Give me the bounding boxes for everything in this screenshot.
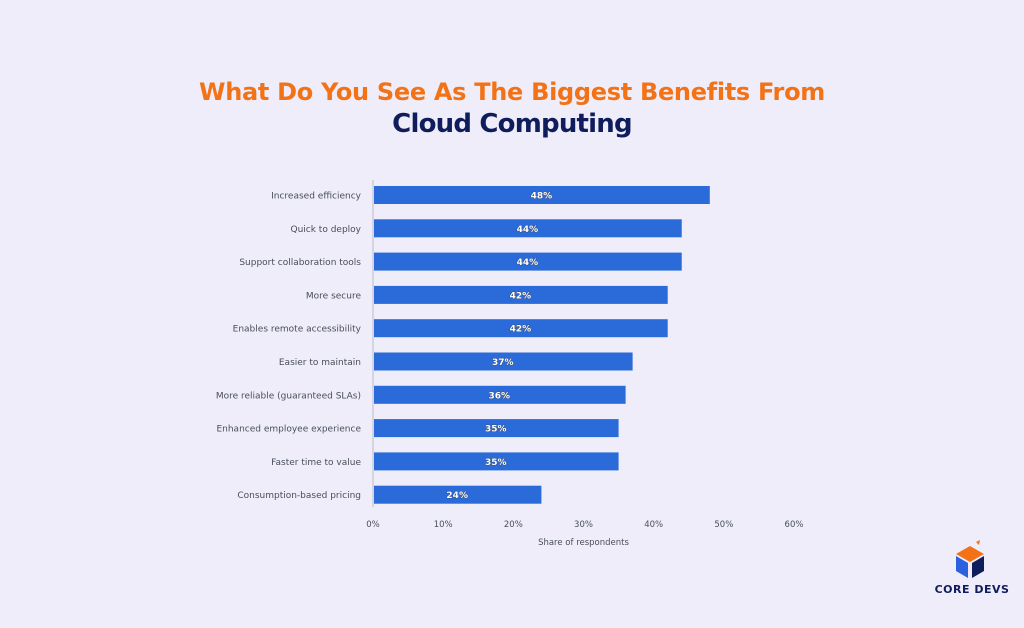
bar [374,485,542,504]
x-tick-label: 60% [785,520,804,530]
bar [374,419,619,438]
bar [374,385,626,404]
data-label: 36% [489,391,511,401]
data-label: 48% [531,192,553,202]
bar [374,285,668,304]
cube-logo-icon [956,540,984,578]
data-label: 42% [510,291,532,301]
category-label: Support collaboration tools [239,258,361,268]
x-tick-label: 30% [574,520,593,530]
data-label: 35% [485,458,507,468]
x-tick-label: 40% [644,520,663,530]
data-label: 37% [492,358,514,368]
bar [374,452,619,471]
x-tick-label: 0% [366,520,380,530]
category-label: More secure [306,291,362,301]
bar [374,186,710,204]
bar [374,352,633,371]
category-label: Consumption-based pricing [237,491,361,501]
logo-text: CORE DEVS [934,583,1010,596]
x-tick-label: 50% [714,520,733,530]
category-label: Enhanced employee experience [216,425,361,435]
chart-title-line2: Cloud Computing [392,109,632,139]
data-label: 35% [485,425,507,435]
data-label: 42% [510,325,532,335]
category-label: Quick to deploy [290,225,361,235]
x-axis-label: Share of respondents [538,538,629,548]
bar [374,252,682,271]
data-label: 44% [517,258,539,268]
x-tick-label: 10% [434,520,453,530]
data-label: 24% [446,491,468,501]
bar [374,319,668,338]
category-label: Easier to maintain [279,358,361,368]
category-label: More reliable (guaranteed SLAs) [216,391,361,401]
category-label: Faster time to value [271,458,361,468]
data-label: 44% [517,225,539,235]
category-label: Increased efficiency [271,192,362,202]
x-tick-label: 20% [504,520,523,530]
category-label: Enables remote accessibility [233,325,362,335]
bar [374,219,682,238]
chart-title-line1: What Do You See As The Biggest Benefits … [199,78,825,106]
